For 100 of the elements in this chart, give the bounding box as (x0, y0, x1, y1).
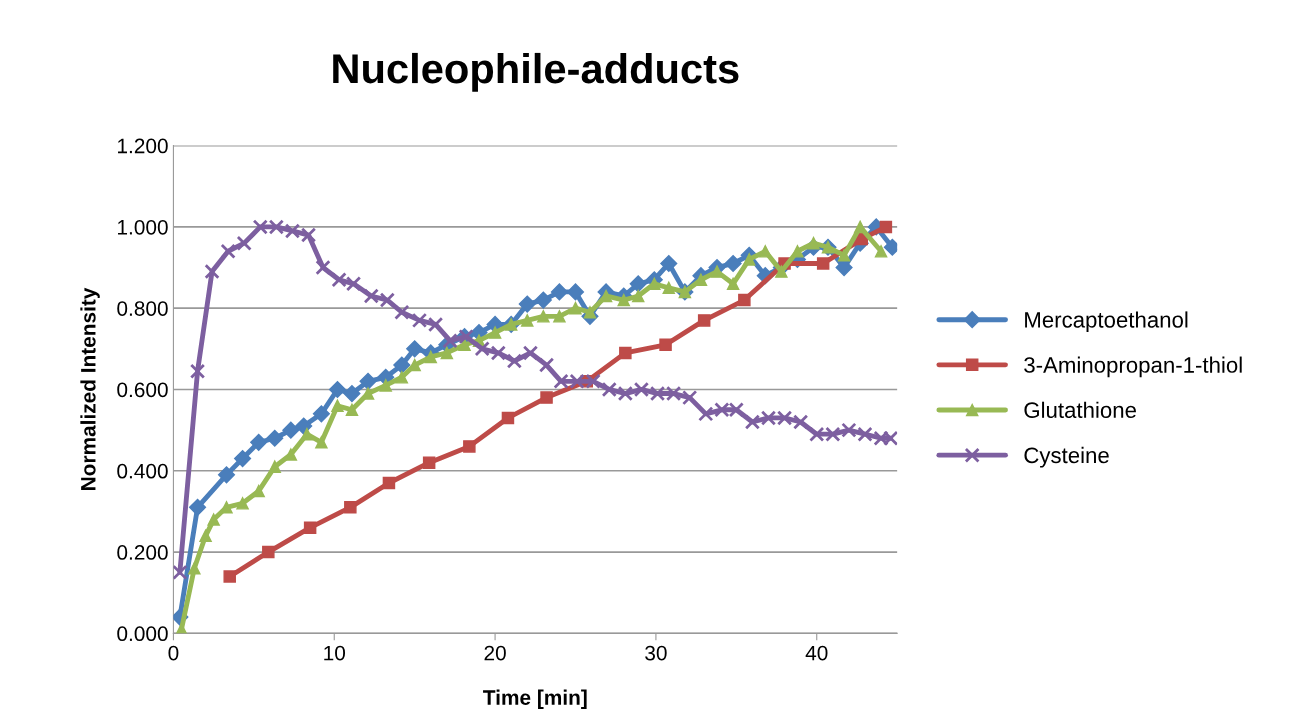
point (343, 384, 361, 403)
point (300, 227, 317, 243)
point (312, 405, 330, 423)
point (697, 314, 711, 327)
point (217, 466, 236, 484)
point (303, 521, 317, 534)
point (601, 381, 617, 398)
point (738, 293, 751, 307)
point (315, 436, 328, 449)
point (422, 456, 436, 469)
point (566, 283, 585, 301)
point (236, 497, 249, 510)
point (408, 358, 421, 372)
point (406, 340, 424, 358)
point (188, 562, 201, 575)
point (775, 265, 788, 278)
x-tick-label: 0 (168, 645, 179, 661)
point (538, 357, 555, 373)
point (617, 293, 630, 307)
point (537, 310, 550, 323)
point (659, 338, 672, 352)
x-tick-label: 30 (645, 645, 667, 661)
point (463, 440, 476, 453)
point (284, 223, 301, 239)
point (534, 291, 552, 309)
point (424, 350, 438, 364)
x-tick-label: 40 (805, 645, 828, 661)
point (207, 513, 220, 526)
legend-label: Mercaptoethanol (1025, 311, 1188, 333)
point (394, 304, 410, 320)
point (710, 265, 724, 278)
point (189, 498, 207, 516)
point (393, 356, 411, 374)
point (793, 414, 809, 430)
x-tick-label: 20 (484, 645, 506, 661)
point (474, 341, 490, 357)
point (853, 220, 867, 234)
y-tick-label: 0.400 (117, 463, 168, 479)
point (458, 338, 471, 352)
point (698, 406, 714, 422)
point (363, 288, 379, 304)
point (520, 314, 534, 327)
y-axis-title: Normalized Intensity (80, 287, 100, 490)
point (619, 346, 632, 360)
y-tick-label: 1.000 (118, 219, 168, 235)
x-axis-title: Time [min] (483, 689, 587, 710)
point (442, 333, 458, 349)
point (268, 460, 282, 473)
point (379, 292, 395, 308)
legend-label: Glutathione (1024, 401, 1136, 419)
point (427, 316, 444, 333)
point (295, 417, 313, 435)
point (631, 289, 645, 303)
point (328, 380, 347, 399)
point (724, 254, 742, 273)
point (440, 346, 454, 360)
point (816, 257, 830, 270)
point (648, 277, 661, 291)
point (490, 345, 506, 361)
point (569, 301, 582, 315)
point (282, 421, 300, 439)
point (250, 433, 268, 451)
point (488, 326, 502, 339)
point (501, 411, 515, 425)
point (411, 312, 428, 329)
point (841, 422, 857, 438)
point (633, 381, 650, 398)
point (874, 245, 888, 258)
point (660, 254, 678, 273)
point (629, 275, 647, 293)
point (223, 570, 236, 583)
point (382, 476, 396, 490)
point (345, 403, 359, 417)
point (726, 277, 740, 291)
y-tick-label: 0.200 (117, 545, 168, 560)
point (220, 243, 236, 259)
point (744, 414, 761, 430)
point (300, 427, 314, 441)
point (252, 484, 265, 498)
point (204, 263, 220, 280)
point (583, 306, 597, 319)
point (361, 387, 375, 400)
point (234, 450, 252, 468)
legend-label: 3-Aminopropan-1-thiol (1024, 356, 1242, 378)
point (506, 353, 523, 369)
legend-label: Cysteine (1024, 446, 1109, 468)
point (236, 235, 252, 251)
point (284, 448, 298, 461)
point (189, 363, 206, 379)
y-tick-label: 0.000 (117, 626, 168, 642)
point (344, 501, 357, 514)
point (662, 281, 676, 295)
point (395, 371, 409, 384)
point (742, 253, 756, 266)
y-tick-label: 0.600 (117, 382, 168, 398)
point (331, 399, 344, 412)
point (807, 236, 820, 250)
y-tick-label: 0.800 (117, 301, 168, 316)
point (518, 295, 536, 313)
point (759, 245, 772, 258)
